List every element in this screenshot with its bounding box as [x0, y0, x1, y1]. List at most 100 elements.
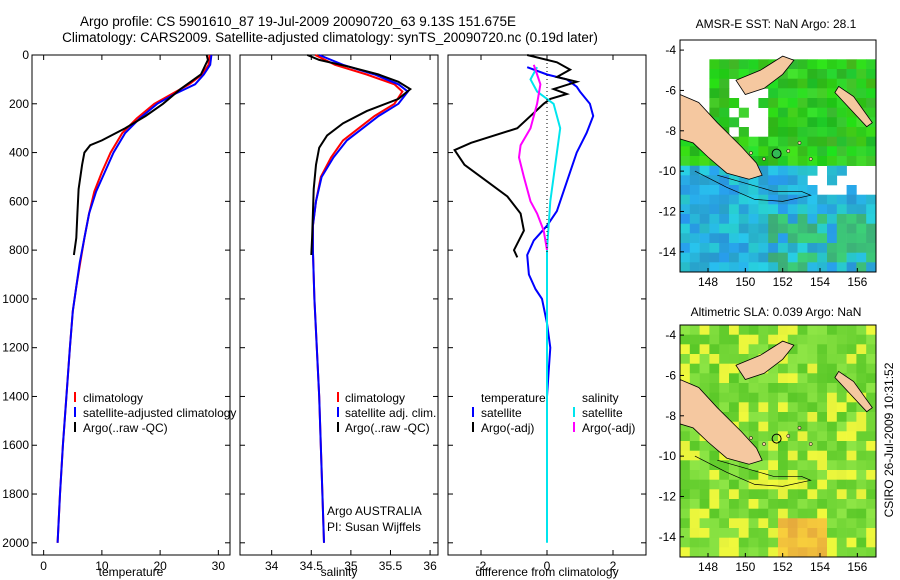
map-cell	[758, 223, 769, 234]
map-cell	[768, 325, 779, 335]
map-cell	[787, 156, 798, 166]
map-cell	[836, 194, 847, 205]
map-cell	[807, 537, 818, 548]
map-cell	[846, 223, 857, 234]
map-cell	[817, 194, 828, 205]
map-cell	[797, 117, 808, 128]
map-cell	[768, 373, 779, 384]
map-cell	[699, 233, 710, 244]
map-cell	[856, 59, 867, 70]
map-cell	[866, 547, 877, 558]
map-cell	[866, 441, 877, 451]
map-cell	[778, 233, 789, 244]
map-cell	[748, 392, 759, 403]
map-cell	[709, 470, 720, 480]
map-cell	[689, 204, 700, 215]
map-cell	[758, 252, 769, 263]
map-cell	[827, 223, 838, 234]
series-line	[56, 54, 213, 543]
map-cell	[778, 421, 789, 432]
map-cell	[748, 243, 759, 253]
map-cell	[836, 262, 847, 273]
map-cell	[689, 460, 700, 471]
map-cell	[827, 252, 838, 263]
map-cell	[846, 107, 857, 118]
map-cell	[729, 252, 740, 263]
map-cell	[748, 479, 759, 490]
map-cell	[689, 185, 700, 195]
map-cell	[709, 460, 720, 471]
map-cell	[689, 450, 700, 461]
map-cell	[807, 363, 818, 374]
map-cell	[778, 185, 789, 195]
map-cell	[719, 88, 730, 99]
map-cell	[846, 528, 857, 538]
map-cell	[689, 233, 700, 244]
map-cell	[680, 252, 691, 263]
map-cell	[807, 373, 818, 384]
map-cell	[787, 547, 798, 558]
map-cell	[807, 146, 818, 157]
series-line	[311, 54, 410, 543]
map-cell	[719, 508, 730, 519]
map-cell	[719, 223, 730, 234]
island-marker	[808, 157, 813, 161]
legend-temp-argo-label: Argo(-adj)	[481, 421, 534, 435]
map-cell	[846, 441, 857, 451]
map-cell	[709, 175, 720, 186]
map-cell	[807, 88, 818, 99]
map-cell	[856, 479, 867, 490]
map-cell	[768, 165, 779, 176]
map-cell	[817, 88, 828, 99]
series-line	[72, 54, 209, 256]
map-cell	[827, 243, 838, 253]
map-cell	[817, 78, 828, 89]
island-marker	[808, 442, 813, 446]
map-cell	[787, 214, 798, 224]
map-cell	[699, 508, 710, 519]
map-cell	[846, 243, 857, 253]
map-cell	[709, 344, 720, 355]
map-cell	[729, 59, 740, 70]
map-cell	[709, 233, 720, 244]
map-cell	[729, 214, 740, 224]
map-cell	[827, 78, 838, 89]
map-cell	[699, 334, 710, 345]
map-cell	[856, 156, 867, 166]
map-cell	[787, 373, 798, 384]
map-cell	[709, 252, 720, 263]
map-cell	[866, 107, 877, 118]
reef-outline	[694, 170, 812, 202]
map-cell	[787, 354, 798, 364]
map-cell	[846, 127, 857, 137]
x-tick-label: 36	[423, 559, 437, 573]
map-cell	[738, 528, 749, 538]
map-cell	[719, 354, 730, 364]
map-cell	[699, 165, 710, 176]
argo-location-marker	[771, 148, 782, 159]
x-tick-label: 35	[344, 559, 358, 573]
map-cell	[817, 223, 828, 234]
map-cell	[797, 354, 808, 364]
map-cell	[729, 412, 740, 422]
map-cell	[787, 88, 798, 99]
map-cell	[778, 383, 789, 393]
map-cell	[797, 547, 808, 558]
map-cell	[797, 146, 808, 157]
x-tick-label: 20	[153, 559, 167, 573]
map-cell	[738, 334, 749, 345]
map-cell	[836, 383, 847, 393]
map-cell	[856, 508, 867, 519]
map-cell	[866, 499, 877, 509]
map-cell	[738, 412, 749, 422]
map-cell	[738, 194, 749, 205]
map-cell	[787, 402, 798, 413]
map-cell	[738, 499, 749, 509]
map-cell	[787, 127, 798, 137]
map-cell	[817, 528, 828, 538]
map-cell	[817, 214, 828, 224]
map-cell	[846, 373, 857, 384]
map-y-tick-label: -8	[665, 409, 676, 423]
map-cell	[748, 373, 759, 384]
